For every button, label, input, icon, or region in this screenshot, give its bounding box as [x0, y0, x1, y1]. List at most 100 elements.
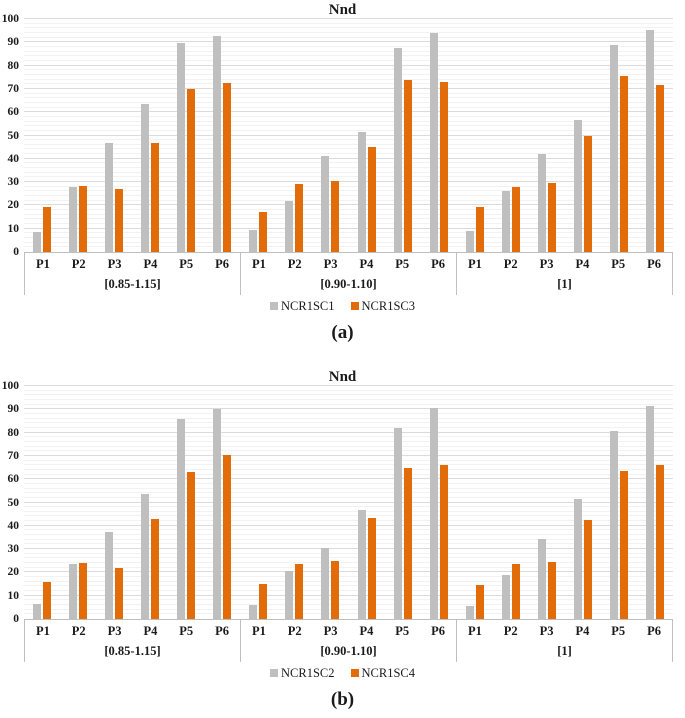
- bar-ncr1sc3: [475, 206, 484, 252]
- category-label: P4: [575, 623, 590, 638]
- minor-gridline: [24, 529, 673, 531]
- y-tick-label: 60: [7, 473, 20, 486]
- bar-ncr1sc1: [321, 156, 330, 252]
- category-label: P3: [539, 256, 554, 271]
- minor-gridline: [24, 473, 673, 475]
- panel-caption: (a): [331, 322, 354, 343]
- y-tick-label: 10: [7, 222, 20, 235]
- y-tick-label: 10: [7, 589, 20, 602]
- category-label: P4: [359, 256, 374, 271]
- minor-gridline: [24, 482, 673, 484]
- minor-gridline: [24, 59, 673, 61]
- bar-category: [132, 386, 168, 619]
- major-gridline: [24, 18, 673, 19]
- minor-gridline: [24, 440, 673, 442]
- bar-ncr1sc4: [656, 465, 664, 619]
- bar-ncr1sc1: [537, 154, 546, 252]
- minor-gridline: [24, 27, 673, 29]
- minor-gridline: [24, 223, 673, 225]
- legend-item: NCR1SC1: [270, 299, 335, 313]
- legend-label: NCR1SC3: [361, 299, 416, 313]
- bar-category: [312, 19, 348, 252]
- bar-ncr1sc3: [367, 147, 376, 252]
- major-gridline: [24, 385, 673, 386]
- category-label: P5: [611, 623, 626, 638]
- minor-gridline: [24, 515, 673, 517]
- category-label-row: P1 P2 P3 P4 P5 P6: [25, 620, 240, 642]
- minor-gridline: [24, 604, 673, 606]
- bar-category: [276, 19, 312, 252]
- bar-ncr1sc3: [656, 85, 664, 252]
- category-label: P2: [287, 256, 302, 271]
- bar-ncr1sc3: [43, 206, 52, 252]
- bar-ncr1sc4: [151, 518, 160, 619]
- y-tick-label: 80: [7, 59, 20, 72]
- category-label: P1: [35, 623, 50, 638]
- bar-ncr1sc2: [429, 408, 438, 619]
- category-label: P1: [467, 623, 482, 638]
- bar-ncr1sc2: [321, 547, 330, 619]
- minor-gridline: [24, 246, 673, 248]
- bar-category: [493, 386, 529, 619]
- bar-category: [132, 19, 168, 252]
- bar-ncr1sc4: [475, 585, 484, 619]
- bar-ncr1sc3: [403, 79, 412, 252]
- major-gridline: [24, 431, 673, 433]
- y-tick-label: 20: [7, 199, 20, 212]
- y-tick-label: 90: [7, 36, 20, 49]
- bar-ncr1sc2: [285, 571, 294, 619]
- bar-ncr1sc1: [213, 36, 222, 252]
- bar-ncr1sc4: [43, 581, 52, 619]
- x-axis-group: P1 P2 P3 P4 P5 P6 [1]: [457, 620, 673, 662]
- bar-ncr1sc2: [249, 605, 258, 619]
- bar-category: [457, 19, 493, 252]
- bar-ncr1sc2: [33, 603, 42, 619]
- bar-category: [421, 386, 457, 619]
- category-label: P1: [467, 256, 482, 271]
- minor-gridline: [24, 101, 673, 103]
- bar-ncr1sc4: [79, 563, 88, 619]
- category-label: P3: [323, 256, 338, 271]
- major-gridline: [24, 571, 673, 573]
- chart-body: 0 10 20 30 40 50 60 70 80 90 100 P1 P2 P3 P4 P5 P6 [0.85…: [0, 13, 685, 295]
- bar-category: [312, 386, 348, 619]
- group-label: [0.85-1.15]: [104, 277, 161, 291]
- minor-gridline: [24, 576, 673, 578]
- bar-category: [601, 386, 637, 619]
- bar-ncr1sc4: [259, 584, 268, 619]
- bar-ncr1sc1: [285, 200, 294, 252]
- bar-ncr1sc3: [259, 212, 268, 252]
- major-gridline: [24, 41, 673, 43]
- category-label: P2: [503, 623, 518, 638]
- major-gridline: [24, 157, 673, 159]
- bar-category: [168, 386, 204, 619]
- figure: Nnd 0 10 20 30 40 50 60 70 80 90 100 P1 P2 P3 P4 P5 P6[…: [0, 3, 685, 711]
- bar-ncr1sc2: [393, 427, 402, 619]
- bar-group: [457, 386, 673, 619]
- group-label: [0.90-1.10]: [320, 277, 377, 291]
- bar-ncr1sc2: [609, 431, 618, 619]
- bar-ncr1sc1: [646, 29, 654, 252]
- y-tick-label: 80: [7, 426, 20, 439]
- x-axis-group: P1 P2 P3 P4 P5 P6 [0.85-1.15]: [24, 620, 241, 662]
- minor-gridline: [24, 468, 673, 470]
- bar-category: [565, 19, 601, 252]
- minor-gridline: [24, 241, 673, 243]
- bar-ncr1sc3: [619, 76, 628, 252]
- minor-gridline: [24, 492, 673, 494]
- minor-gridline: [24, 538, 673, 540]
- minor-gridline: [24, 22, 673, 24]
- legend-item: NCR1SC3: [350, 299, 416, 313]
- category-label-row: P1 P2 P3 P4 P5 P6: [457, 253, 672, 275]
- minor-gridline: [24, 195, 673, 197]
- y-tick-label: 0: [13, 613, 19, 625]
- x-axis-group: P1 P2 P3 P4 P5 P6 [0.90-1.10]: [241, 620, 457, 662]
- bar-category: [529, 386, 565, 619]
- bar-ncr1sc1: [249, 229, 258, 252]
- bar-ncr1sc4: [115, 567, 124, 619]
- category-label: P6: [647, 256, 661, 271]
- minor-gridline: [24, 445, 673, 447]
- legend-label: NCR1SC1: [281, 299, 335, 313]
- minor-gridline: [24, 139, 673, 141]
- bar-ncr1sc3: [223, 83, 232, 252]
